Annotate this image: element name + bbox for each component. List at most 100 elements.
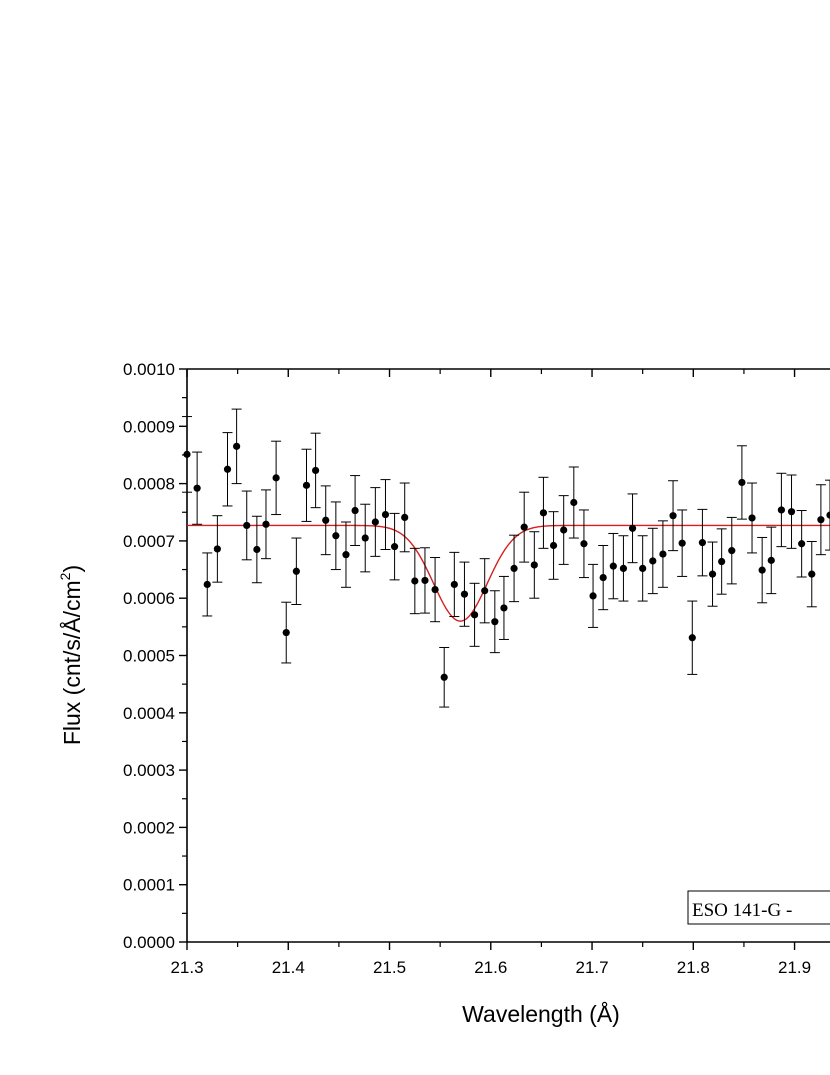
- data-point-group: [757, 536, 768, 604]
- data-point: [589, 592, 597, 600]
- source-label-frame: [687, 890, 830, 925]
- data-point: [639, 564, 647, 573]
- data-point-group: [291, 537, 302, 606]
- fit-curve: [187, 524, 830, 622]
- data-point: [470, 611, 479, 619]
- data-point-group: [449, 551, 460, 618]
- data-point: [481, 587, 489, 595]
- y-tick-label: 0.0009: [123, 417, 175, 436]
- data-point: [767, 556, 775, 564]
- data-point-group: [657, 520, 668, 588]
- data-point: [223, 465, 232, 473]
- data-point: [262, 520, 270, 528]
- data-point: [599, 573, 607, 582]
- data-point-group: [687, 600, 698, 675]
- source-label-box: ESO 141-G -: [687, 890, 830, 925]
- source-label: ESO 141-G -: [692, 900, 792, 921]
- data-point: [322, 516, 330, 524]
- data-point: [708, 570, 717, 578]
- data-point-group: [647, 527, 658, 595]
- data-point: [390, 543, 399, 551]
- y-axis-title-main: Flux (cnt/s/Å/cm: [58, 580, 85, 745]
- data-point-group: [469, 582, 480, 647]
- data-point: [570, 498, 578, 507]
- data-point: [609, 562, 617, 570]
- data-point-group: [489, 590, 500, 654]
- data-point: [808, 570, 816, 578]
- data-point: [282, 628, 290, 637]
- data-point-group: [241, 490, 252, 561]
- data-point-group: [578, 509, 589, 579]
- data-point: [817, 516, 825, 524]
- y-axis-title-close: ): [59, 565, 85, 573]
- data-point: [549, 541, 558, 550]
- data-point-group: [588, 563, 599, 628]
- data-point: [798, 540, 806, 548]
- data-point: [510, 564, 518, 573]
- data-point: [342, 551, 350, 559]
- data-point-group: [251, 515, 262, 584]
- data-point: [203, 580, 211, 589]
- y-tick-label: 0.0001: [123, 876, 175, 895]
- data-point-group: [320, 485, 331, 556]
- data-point-group: [618, 535, 629, 602]
- data-point: [560, 526, 568, 534]
- data-point: [450, 580, 458, 589]
- data-point: [302, 481, 311, 489]
- data-point: [619, 564, 628, 573]
- data-point: [401, 513, 409, 522]
- data-point-group: [548, 511, 559, 580]
- data-point-group: [519, 491, 530, 563]
- data-point-group: [568, 466, 579, 539]
- x-axis-ticks: 21.3 21.4 21.5 21.6 21.7 21.8 21.9: [170, 369, 811, 977]
- data-point-group: [310, 432, 321, 509]
- data-point: [539, 509, 548, 517]
- data-point-group: [459, 561, 470, 627]
- data-point-group: [271, 440, 282, 516]
- x-tick-label: 21.4: [272, 958, 305, 977]
- y-tick-label: 0.0005: [123, 647, 175, 666]
- data-point-group: [697, 508, 708, 577]
- data-point: [698, 539, 707, 547]
- data-point-group: [260, 489, 271, 560]
- data-point-group: [389, 512, 400, 581]
- data-point: [460, 590, 469, 598]
- y-tick-label: 0.0008: [123, 475, 175, 494]
- data-point-group: [439, 646, 450, 708]
- data-point: [440, 673, 448, 681]
- data-point: [193, 484, 201, 492]
- data-point-group: [637, 535, 648, 602]
- data-point-group: [419, 547, 430, 614]
- data-point-group: [538, 476, 549, 549]
- data-point: [381, 510, 390, 519]
- data-point-group: [380, 479, 391, 550]
- data-point: [272, 474, 280, 482]
- y-tick-label: 0.0006: [123, 589, 175, 608]
- data-point: [332, 532, 340, 540]
- y-axis-title: Flux (cnt/s/Å/cm2): [57, 565, 85, 745]
- data-point-group: [340, 521, 351, 588]
- data-point: [431, 586, 439, 594]
- data-point-group: [806, 540, 817, 608]
- data-point-group: [726, 516, 737, 585]
- x-tick-label: 21.7: [575, 958, 608, 977]
- data-point-group: [231, 408, 242, 485]
- data-point-group: [796, 510, 807, 578]
- data-point: [292, 567, 300, 575]
- data-point-group: [498, 575, 509, 640]
- data-point: [491, 618, 499, 626]
- data-point-group: [716, 528, 727, 595]
- data-point-group: [668, 480, 679, 552]
- y-axis-title-superscript: 2: [57, 572, 73, 580]
- data-point-group: [825, 479, 830, 551]
- data-point-group: [786, 474, 797, 549]
- data-point-group: [627, 493, 638, 564]
- data-point: [728, 547, 736, 555]
- y-tick-label: 0.0010: [123, 360, 175, 379]
- data-point: [371, 518, 379, 526]
- data-point-group: [608, 532, 619, 600]
- data-point-group: [370, 487, 381, 557]
- data-point-group: [281, 601, 292, 664]
- data-point: [411, 577, 419, 585]
